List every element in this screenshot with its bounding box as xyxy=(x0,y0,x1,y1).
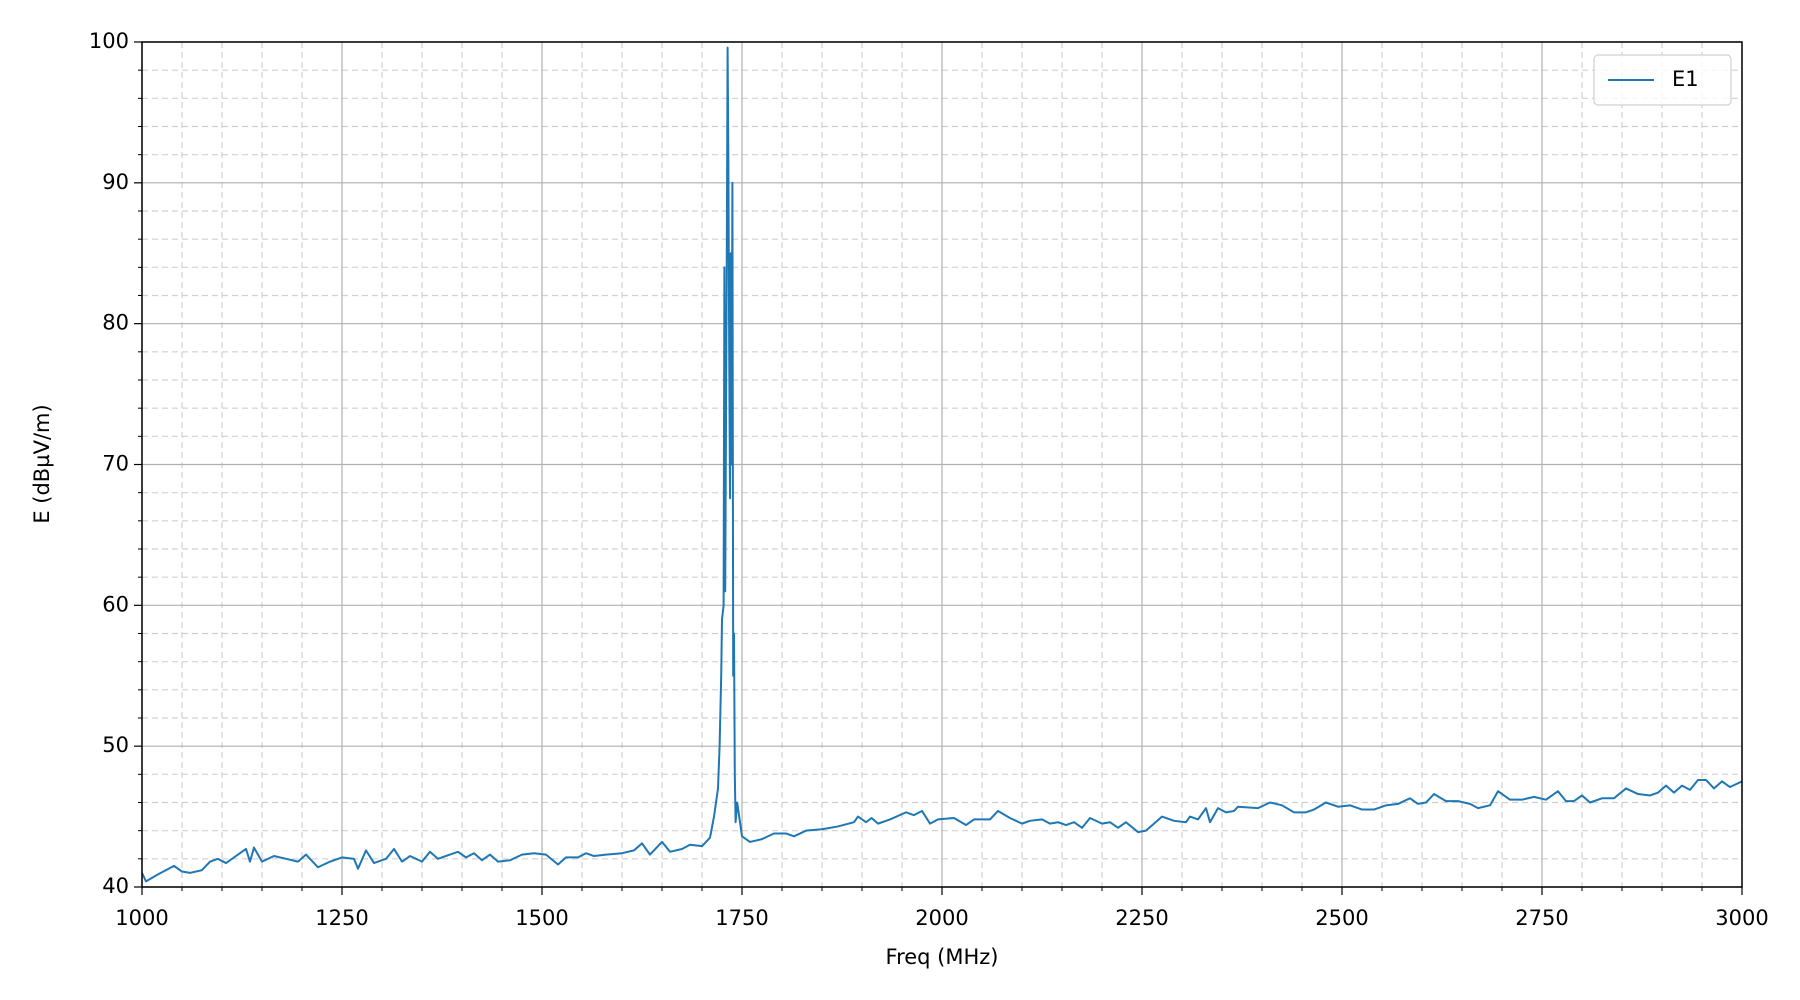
y-tick-label: 60 xyxy=(102,592,129,616)
data-line xyxy=(142,46,1742,883)
x-tick-label: 1250 xyxy=(315,906,368,930)
x-tick-label: 3000 xyxy=(1715,906,1768,930)
y-tick-label: 80 xyxy=(102,311,129,335)
x-tick-label: 2500 xyxy=(1315,906,1368,930)
y-axis-label: E (dBµV/m) xyxy=(30,404,54,523)
plot-frame xyxy=(141,41,1743,888)
x-tick-label: 1500 xyxy=(515,906,568,930)
x-tick-label: 2000 xyxy=(915,906,968,930)
y-tick-label: 100 xyxy=(89,29,129,53)
legend-box xyxy=(1593,54,1732,106)
x-tick-label: 1000 xyxy=(115,906,168,930)
x-tick-label: 1750 xyxy=(715,906,768,930)
x-tick-label: 2250 xyxy=(1115,906,1168,930)
y-tick-label: 70 xyxy=(102,452,129,476)
x-axis-label: Freq (MHz) xyxy=(886,945,999,969)
x-tick-label: 2750 xyxy=(1515,906,1568,930)
y-tick-label: 90 xyxy=(102,170,129,194)
y-tick-label: 40 xyxy=(102,874,129,898)
legend-label: E1 xyxy=(1672,67,1699,91)
y-tick-label: 50 xyxy=(102,733,129,757)
